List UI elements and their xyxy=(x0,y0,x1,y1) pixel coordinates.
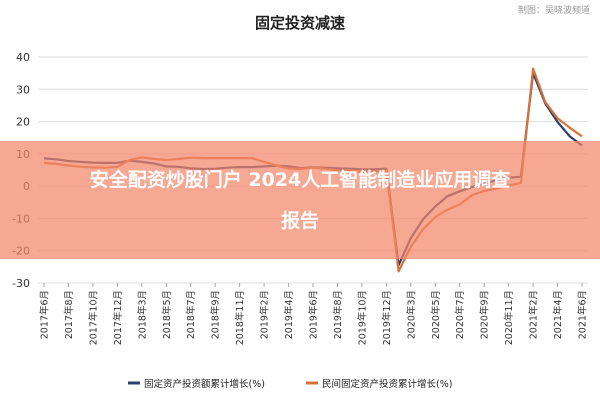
legend-item-1: 固定资产投资额累计增长(%) xyxy=(128,378,265,390)
x-tick-label: 2017年12月 xyxy=(112,290,124,345)
x-tick-label: 2017年8月 xyxy=(63,290,75,339)
y-tick-label: 40 xyxy=(16,51,30,64)
y-tick-label: 20 xyxy=(16,116,30,129)
x-tick-label: 2019年2月 xyxy=(259,290,271,339)
x-tick-label: 2019年8月 xyxy=(332,290,344,339)
x-tick-label: 2021年2月 xyxy=(528,290,540,339)
x-tick-label: 2019年4月 xyxy=(283,290,295,339)
y-tick-label: -30 xyxy=(12,277,30,290)
ad-banner-background xyxy=(0,141,600,259)
x-tick-label: 2018年11月 xyxy=(234,290,246,345)
x-tick-label: 2018年7月 xyxy=(185,290,197,339)
watermark-text: 制图：吴晓波频道 xyxy=(518,4,590,16)
x-tick-label: 2021年4月 xyxy=(552,290,564,339)
x-tick-label: 2021年6月 xyxy=(577,290,589,339)
legend-item-2: 民间固定资产投资累计增长(%) xyxy=(306,378,452,390)
legend-label: 固定资产投资额累计增长(%) xyxy=(144,378,265,390)
x-tick-label: 2018年3月 xyxy=(136,290,148,339)
x-tick-label: 2019年6月 xyxy=(308,290,320,339)
legend-label: 民间固定资产投资累计增长(%) xyxy=(322,378,452,390)
y-tick-label: 30 xyxy=(16,83,30,96)
chart-title: 固定投资减速 xyxy=(255,14,345,32)
ad-banner[interactable]: 安全配资炒股门户 2024人工智能制造业应用调查 报告 xyxy=(0,141,600,259)
x-tick-label: 2018年9月 xyxy=(210,290,222,339)
x-tick-label: 2017年10月 xyxy=(87,290,99,345)
x-tick-label: 2017年6月 xyxy=(39,290,51,339)
x-tick-label: 2020年11月 xyxy=(503,290,515,345)
x-tick-label: 2020年3月 xyxy=(405,290,417,339)
ad-banner-text-line2: 报告 xyxy=(281,209,319,232)
x-tick-label: 2018年5月 xyxy=(161,290,173,339)
legend: 固定资产投资额累计增长(%) 民间固定资产投资累计增长(%) xyxy=(128,378,452,390)
x-tick-label: 2020年5月 xyxy=(430,290,442,339)
ad-banner-text-line1: 安全配资炒股门户 2024人工智能制造业应用调查 xyxy=(90,168,511,191)
x-tick-label: 2020年7月 xyxy=(454,290,466,339)
x-axis: 2017年6月 2017年8月 2017年10月 2017年12月 2018年3月 201… xyxy=(39,283,589,345)
x-tick-label: 2020年9月 xyxy=(479,290,491,339)
x-tick-label: 2019年12月 xyxy=(381,290,393,345)
x-tick-label: 2019年10月 xyxy=(356,290,368,345)
